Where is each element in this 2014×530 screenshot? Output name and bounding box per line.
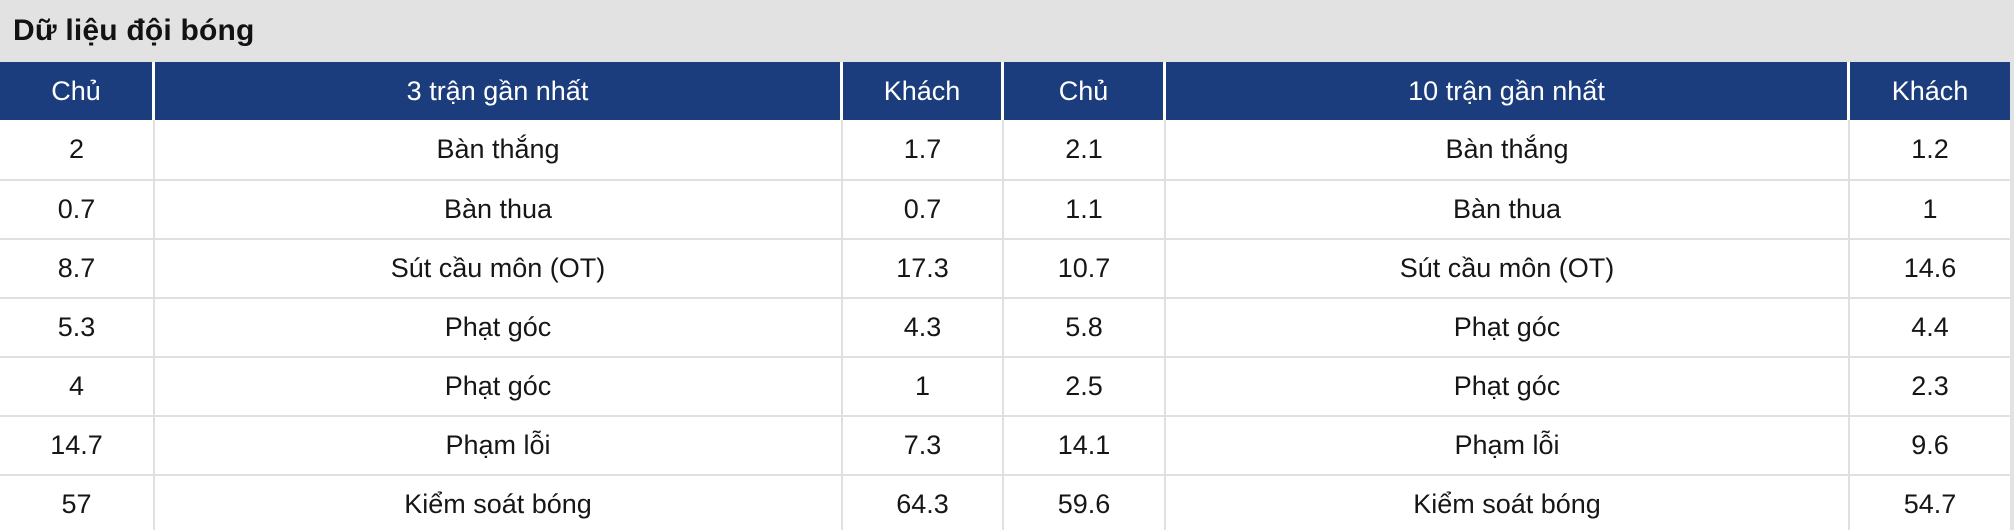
cell-away-last10: 4.4 [1911,312,1949,342]
cell-stat-last10: Kiểm soát bóng [1166,476,1850,530]
cell-stat-last10: Phạm lỗi [1166,417,1850,474]
cell-away-last3: 4.3 [843,299,1004,356]
page-title: Dữ liệu đội bóng [13,14,255,47]
cell-away-last3: 17.3 [843,240,1004,297]
cell-home-last3: 0.7 [0,181,155,238]
header-cell-away-last10: Khách [1891,75,1969,106]
table-row-shots-on-target: 8.7 Sút cầu môn (OT) 17.3 10.7 Sút cầu m… [0,238,2010,297]
team-stats-table: Chủ 3 trận gần nhất Khách Chủ 10 trận gầ… [0,62,2010,530]
header-cell-home-last10: Chủ [1004,62,1166,120]
cell-stat-last3: Phạm lỗi [155,417,843,474]
table-row-possession: 57 Kiểm soát bóng 64.3 59.6 Kiểm soát bó… [0,474,2010,530]
cell-away-last10: 9.6 [1911,430,1949,460]
cell-stat-last3: Sút cầu môn (OT) [155,240,843,297]
header-cell-last3-label: 3 trận gần nhất [155,62,843,120]
header-row: Chủ 3 trận gần nhất Khách Chủ 10 trận gầ… [0,62,2010,120]
cell-home-last10: 2.5 [1004,358,1166,415]
table-row-goals: 2 Bàn thắng 1.7 2.1 Bàn thắng 1.2 [0,120,2010,179]
header-cell-home-last3: Chủ [0,62,155,120]
cell-home-last10: 1.1 [1004,181,1166,238]
cell-away-last3: 1.7 [843,120,1004,179]
cell-home-last3: 2 [0,120,155,179]
cell-away-last3: 7.3 [843,417,1004,474]
cell-stat-last3: Bàn thua [155,181,843,238]
cell-home-last10: 2.1 [1004,120,1166,179]
cell-stat-last3: Kiểm soát bóng [155,476,843,530]
cell-home-last10: 5.8 [1004,299,1166,356]
cell-home-last10: 59.6 [1004,476,1166,530]
cell-stat-last10: Phạt góc [1166,358,1850,415]
cell-away-last10: 1.2 [1911,134,1949,164]
cell-home-last3: 14.7 [0,417,155,474]
cell-away-last3: 64.3 [843,476,1004,530]
cell-stat-last10: Sút cầu môn (OT) [1166,240,1850,297]
cell-home-last10: 10.7 [1004,240,1166,297]
cell-home-last3: 4 [0,358,155,415]
cell-home-last3: 5.3 [0,299,155,356]
cell-away-last3: 1 [843,358,1004,415]
cell-stat-last3: Phạt góc [155,299,843,356]
table-row-fouls: 14.7 Phạm lỗi 7.3 14.1 Phạm lỗi 9.6 [0,415,2010,474]
cell-home-last10: 14.1 [1004,417,1166,474]
cell-away-last3: 0.7 [843,181,1004,238]
table-row-corners: 5.3 Phạt góc 4.3 5.8 Phạt góc 4.4 [0,297,2010,356]
cell-stat-last3: Phạt góc [155,358,843,415]
table-row-goals-conceded: 0.7 Bàn thua 0.7 1.1 Bàn thua 1 [0,179,2010,238]
cell-stat-last10: Bàn thắng [1166,120,1850,179]
cell-stat-last10: Phạt góc [1166,299,1850,356]
cell-home-last3: 57 [0,476,155,530]
cell-away-last10: 54.7 [1903,489,1957,519]
header-cell-away-last3: Khách [843,62,1004,120]
cell-stat-last3: Bàn thắng [155,120,843,179]
table-row-corners-2: 4 Phạt góc 1 2.5 Phạt góc 2.3 [0,356,2010,415]
panel-title-bar: Dữ liệu đội bóng [0,0,2014,62]
cell-away-last10: 2.3 [1911,371,1949,401]
cell-away-last10: 1 [1922,194,1938,224]
cell-away-last10: 14.6 [1903,253,1957,283]
cell-home-last3: 8.7 [0,240,155,297]
cell-stat-last10: Bàn thua [1166,181,1850,238]
header-cell-last10-label: 10 trận gần nhất [1166,62,1850,120]
